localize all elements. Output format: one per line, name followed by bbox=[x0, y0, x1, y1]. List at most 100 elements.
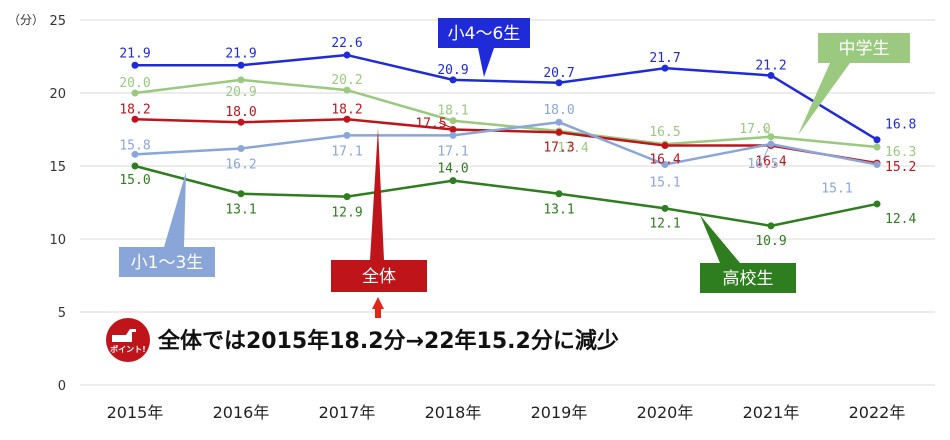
x-tick-label: 2022年 bbox=[849, 403, 906, 422]
data-point-s13 bbox=[131, 150, 139, 158]
legend-label-all: 全体 bbox=[362, 267, 396, 287]
data-point-s46 bbox=[343, 51, 351, 59]
callout-pointer-hs bbox=[700, 215, 740, 263]
data-point-s46 bbox=[555, 79, 563, 87]
y-unit-label: （分） bbox=[8, 13, 44, 27]
data-point-s46 bbox=[767, 71, 775, 79]
data-label-s46: 20.9 bbox=[437, 63, 468, 78]
callout-pointer-all bbox=[370, 128, 384, 260]
data-point-all bbox=[555, 128, 563, 136]
data-point-hs bbox=[767, 222, 775, 230]
callout-box-s46 bbox=[438, 18, 530, 48]
data-point-sch bbox=[767, 133, 775, 141]
data-point-s46 bbox=[237, 61, 245, 69]
series-line-s46 bbox=[135, 53, 878, 141]
series-line-hs bbox=[134, 164, 878, 228]
data-label-sch: 17.0 bbox=[739, 122, 770, 137]
data-point-s46 bbox=[661, 64, 669, 72]
x-tick-label: 2018年 bbox=[425, 403, 482, 422]
data-label-hs: 15.0 bbox=[119, 173, 150, 188]
data-label-all: 17.3 bbox=[543, 140, 574, 155]
data-point-all bbox=[131, 115, 139, 123]
data-label-s13: 15.8 bbox=[119, 138, 150, 153]
data-point-s13 bbox=[237, 144, 245, 152]
data-point-all bbox=[237, 118, 245, 126]
data-label-s13: 17.1 bbox=[437, 144, 468, 159]
data-label-all: 15.2 bbox=[885, 160, 916, 175]
data-point-hs bbox=[555, 190, 563, 198]
data-label-sch: 20.0 bbox=[119, 76, 150, 91]
data-label-s13: 17.1 bbox=[331, 144, 362, 159]
data-label-s46: 21.2 bbox=[755, 58, 786, 73]
data-point-sch bbox=[237, 76, 245, 84]
data-label-all: 16.4 bbox=[755, 155, 786, 170]
data-label-s13: 16.2 bbox=[225, 157, 256, 172]
data-point-sch bbox=[343, 86, 351, 94]
data-point-hs bbox=[237, 190, 245, 198]
data-label-s46: 21.9 bbox=[225, 46, 256, 61]
data-point-sch bbox=[873, 143, 881, 151]
x-tick-label: 2015年 bbox=[107, 403, 164, 422]
x-tick-label: 2020年 bbox=[637, 403, 694, 422]
data-label-s46: 20.7 bbox=[543, 66, 574, 81]
data-label-s13: 15.1 bbox=[649, 176, 680, 191]
badge-label: ポイント! bbox=[110, 344, 146, 354]
data-point-all bbox=[343, 115, 351, 123]
annotation: ポイント! 全体では2015年18.2分→22年15.2分に減少 bbox=[106, 318, 619, 362]
data-point-s13 bbox=[767, 140, 775, 148]
data-label-sch: 20.9 bbox=[225, 85, 256, 100]
y-tick-label: 15 bbox=[49, 160, 66, 175]
up-arrow-stem bbox=[375, 308, 381, 318]
data-label-s46: 22.6 bbox=[331, 36, 362, 51]
up-arrow-icon bbox=[372, 297, 384, 309]
data-point-s46 bbox=[873, 136, 881, 144]
data-label-all: 18.0 bbox=[225, 105, 256, 120]
callout-pointer-sch bbox=[798, 63, 850, 135]
x-axis: 2015年 2016年 2017年 2018年 2019年 2020年 2021年 2022年 bbox=[107, 403, 906, 422]
data-label-sch: 18.1 bbox=[437, 104, 468, 119]
data-label-hs: 12.1 bbox=[649, 216, 680, 231]
data-label-hs: 12.4 bbox=[885, 212, 916, 227]
data-point-s13 bbox=[873, 161, 881, 169]
data-label-all: 18.2 bbox=[331, 102, 362, 117]
data-label-s46: 16.8 bbox=[885, 118, 916, 133]
callout-box-hs bbox=[700, 263, 796, 293]
data-labels: 21.9 21.9 22.6 20.9 20.7 21.7 21.2 16.8 20.0 20.9… bbox=[119, 36, 916, 249]
series-line-s13 bbox=[134, 120, 878, 166]
data-label-s13: 15.1 bbox=[821, 182, 852, 197]
callout-box-sch bbox=[818, 33, 910, 63]
legend-label-sch: 中学生 bbox=[839, 39, 890, 59]
data-label-sch: 16.5 bbox=[649, 125, 680, 140]
callout-box-s13 bbox=[119, 247, 215, 277]
annotation-text: 全体では2015年18.2分→22年15.2分に減少 bbox=[157, 328, 619, 354]
data-label-sch: 16.3 bbox=[885, 145, 916, 160]
label-leader bbox=[762, 126, 771, 136]
y-tick-label: 5 bbox=[58, 306, 66, 321]
data-label-sch: 20.2 bbox=[331, 73, 362, 88]
callout-pointers bbox=[438, 122, 771, 161]
data-label-hs: 10.9 bbox=[755, 234, 786, 249]
data-label-hs: 12.9 bbox=[331, 206, 362, 221]
y-tick-label: 20 bbox=[49, 87, 66, 102]
point-badge-icon: ポイント! bbox=[106, 318, 150, 362]
data-point-sch bbox=[449, 117, 457, 125]
data-label-hs: 14.0 bbox=[437, 162, 468, 177]
data-point-s13 bbox=[449, 131, 457, 139]
data-point-hs bbox=[873, 200, 881, 208]
data-point-s13 bbox=[343, 131, 351, 139]
data-label-s46: 21.9 bbox=[119, 46, 150, 61]
x-tick-label: 2016年 bbox=[213, 403, 270, 422]
callout-pointer-s13 bbox=[164, 172, 186, 247]
data-point-all bbox=[661, 142, 669, 150]
data-label-s13: 18.0 bbox=[543, 103, 574, 118]
data-label-sch: 17.4 bbox=[557, 141, 588, 156]
callout-pointer-s46 bbox=[478, 48, 494, 77]
data-points bbox=[131, 51, 881, 230]
data-label-hs: 13.1 bbox=[543, 203, 574, 218]
series-lines bbox=[134, 53, 878, 228]
series-line-all bbox=[134, 118, 878, 165]
data-point-hs bbox=[661, 204, 669, 212]
data-label-s13: 16.5 bbox=[747, 157, 778, 172]
data-point-sch bbox=[131, 89, 139, 97]
